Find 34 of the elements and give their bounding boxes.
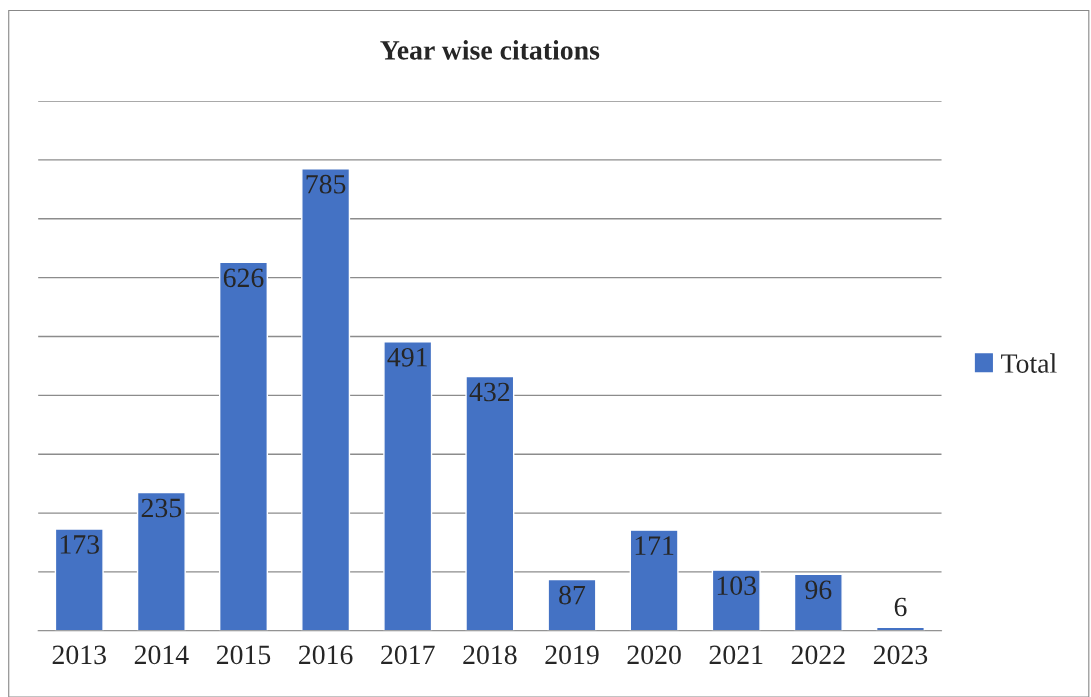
bar [136,491,186,631]
x-tick-label: 2016 [299,645,353,665]
data-label: 491 [387,347,427,367]
x-tick-label: 2015 [216,645,271,665]
x-tick-label: 2020 [627,645,681,665]
bar [711,569,761,631]
data-label: 785 [306,174,346,194]
x-tick-label: 2022 [791,645,845,665]
x-tick-label: 2014 [134,645,189,665]
data-label: 173 [60,535,99,554]
x-tick-label: 2018 [463,645,517,665]
bar [793,573,843,631]
x-tick-label: 2017 [381,645,435,665]
bar [465,375,515,631]
x-tick-label: 2019 [545,645,599,665]
bar [547,578,597,631]
bar [629,529,679,631]
legend-label: Total [1001,353,1057,373]
chart-title: Year wise citations [380,40,600,60]
x-tick-label: 2023 [873,645,928,665]
bar [218,261,269,631]
bar [301,168,351,631]
data-label: 235 [141,498,182,518]
data-label: 171 [635,536,674,555]
data-label: 96 [805,580,832,600]
x-tick-label: 2021 [709,645,763,665]
data-label: 432 [469,382,510,402]
data-label: 626 [223,268,264,288]
data-label: 103 [717,576,756,596]
data-label: 6 [894,597,907,617]
data-label: 87 [559,585,586,605]
bar [54,528,104,631]
bar [383,341,433,631]
x-tick-label: 2013 [52,645,106,665]
